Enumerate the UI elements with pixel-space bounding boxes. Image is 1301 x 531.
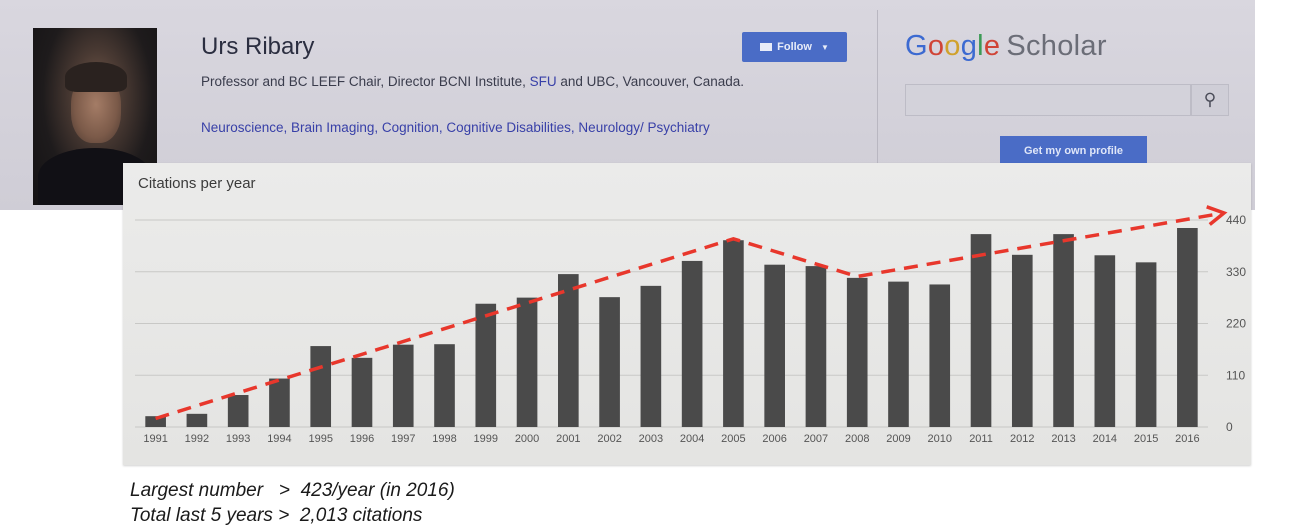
mail-icon xyxy=(760,43,773,51)
y-tick-label: 440 xyxy=(1226,213,1246,227)
bar xyxy=(764,264,785,427)
bar xyxy=(186,413,208,427)
x-tick-label: 2006 xyxy=(762,433,786,445)
get-own-profile-button[interactable]: Get my own profile xyxy=(1000,136,1147,166)
x-tick-label: 1994 xyxy=(267,433,291,445)
bar xyxy=(1135,262,1157,427)
logo-letter: g xyxy=(960,30,978,62)
profile-affiliation: Professor and BC LEEF Chair, Director BC… xyxy=(201,73,861,90)
logo-letter: l xyxy=(977,30,984,62)
bar xyxy=(681,260,703,427)
bar xyxy=(145,416,166,427)
affiliation-text-end: and UBC, Vancouver, Canada. xyxy=(560,74,745,89)
research-interests[interactable]: Neuroscience, Brain Imaging, Cognition, … xyxy=(201,120,710,135)
x-tick-label: 2015 xyxy=(1134,433,1158,445)
bar xyxy=(269,378,290,427)
total-citations-note: Total last 5 years > 2,013 citations xyxy=(130,505,423,526)
y-tick-label: 0 xyxy=(1226,420,1233,434)
bar xyxy=(1094,255,1116,427)
logo-letter: e xyxy=(983,30,1001,62)
x-tick-label: 2001 xyxy=(556,433,580,445)
x-tick-label: 1993 xyxy=(226,433,250,445)
bar xyxy=(310,346,332,427)
bar xyxy=(970,234,992,427)
x-tick-label: 2004 xyxy=(680,433,704,445)
search-button[interactable]: ⚲ xyxy=(1191,84,1229,116)
photo-hair xyxy=(65,62,127,92)
chart-title: Citations per year xyxy=(138,175,256,192)
trend-arrowhead xyxy=(1206,205,1228,226)
divider xyxy=(877,10,878,170)
x-tick-label: 2005 xyxy=(721,433,745,445)
google-scholar-logo[interactable]: Google Scholar xyxy=(905,30,1107,63)
bar xyxy=(929,284,951,427)
citations-chart: Citations per year 0 110 220 330 440 1991 1992… xyxy=(123,163,1251,465)
largest-number-note: Largest number > 423/year (in 2016) xyxy=(130,480,455,501)
search-icon: ⚲ xyxy=(1203,90,1217,109)
x-tick-label: 2011 xyxy=(969,433,993,445)
x-tick-label: 2000 xyxy=(515,433,539,445)
logo-word: Scholar xyxy=(1006,30,1107,62)
x-tick-label: 2013 xyxy=(1051,433,1075,445)
chevron-down-icon: ▼ xyxy=(820,42,829,52)
x-tick-label: 2009 xyxy=(886,433,910,445)
bar xyxy=(1011,254,1033,427)
profile-photo xyxy=(33,28,157,205)
bar xyxy=(888,281,909,427)
annotation-notes: Largest number > 423/year (in 2016) Tota… xyxy=(130,478,455,528)
x-tick-label: 2010 xyxy=(928,433,952,445)
profile-name[interactable]: Urs Ribary xyxy=(201,33,315,60)
x-tick-label: 1992 xyxy=(185,433,209,445)
x-tick-label: 2014 xyxy=(1093,433,1117,445)
trend-line xyxy=(155,211,1225,421)
x-tick-label: 2008 xyxy=(845,433,869,445)
affiliation-link[interactable]: SFU xyxy=(529,74,557,89)
x-tick-label: 1998 xyxy=(432,433,456,445)
x-tick-label: 2016 xyxy=(1175,433,1199,445)
bar xyxy=(351,357,373,427)
y-tick-label: 220 xyxy=(1226,317,1246,331)
logo-letter: G xyxy=(905,30,928,62)
logo-letter: o xyxy=(944,30,961,62)
x-tick-label: 2007 xyxy=(804,433,828,445)
logo-letter: o xyxy=(927,30,945,62)
bar xyxy=(558,274,579,427)
x-tick-label: 1997 xyxy=(391,433,415,445)
x-tick-label: 1996 xyxy=(350,433,374,445)
x-tick-label: 2002 xyxy=(597,433,621,445)
bar xyxy=(846,277,868,427)
bar xyxy=(599,297,620,427)
y-tick-label: 330 xyxy=(1226,265,1246,279)
x-tick-label: 1991 xyxy=(143,433,167,445)
bar xyxy=(805,266,827,427)
search-input[interactable] xyxy=(905,84,1191,116)
x-tick-label: 1995 xyxy=(308,433,332,445)
bar xyxy=(434,344,455,427)
follow-button[interactable]: Follow ▼ xyxy=(742,32,847,62)
x-tick-label: 1999 xyxy=(474,433,498,445)
bar xyxy=(392,344,414,427)
chart-plot: 0 110 220 330 440 1991 1992 1993 1994 1995 1996 199… xyxy=(135,205,1246,445)
bar xyxy=(723,240,744,427)
bar xyxy=(1053,234,1074,427)
bar xyxy=(227,395,249,427)
x-tick-label: 2003 xyxy=(639,433,663,445)
y-tick-label: 110 xyxy=(1226,368,1245,382)
bar xyxy=(475,303,497,427)
x-tick-label: 2012 xyxy=(1010,433,1034,445)
bar xyxy=(516,297,538,427)
bar xyxy=(640,285,662,427)
affiliation-text: Professor and BC LEEF Chair, Director BC… xyxy=(201,74,526,89)
follow-label: Follow xyxy=(777,41,812,53)
bar xyxy=(1177,227,1198,427)
